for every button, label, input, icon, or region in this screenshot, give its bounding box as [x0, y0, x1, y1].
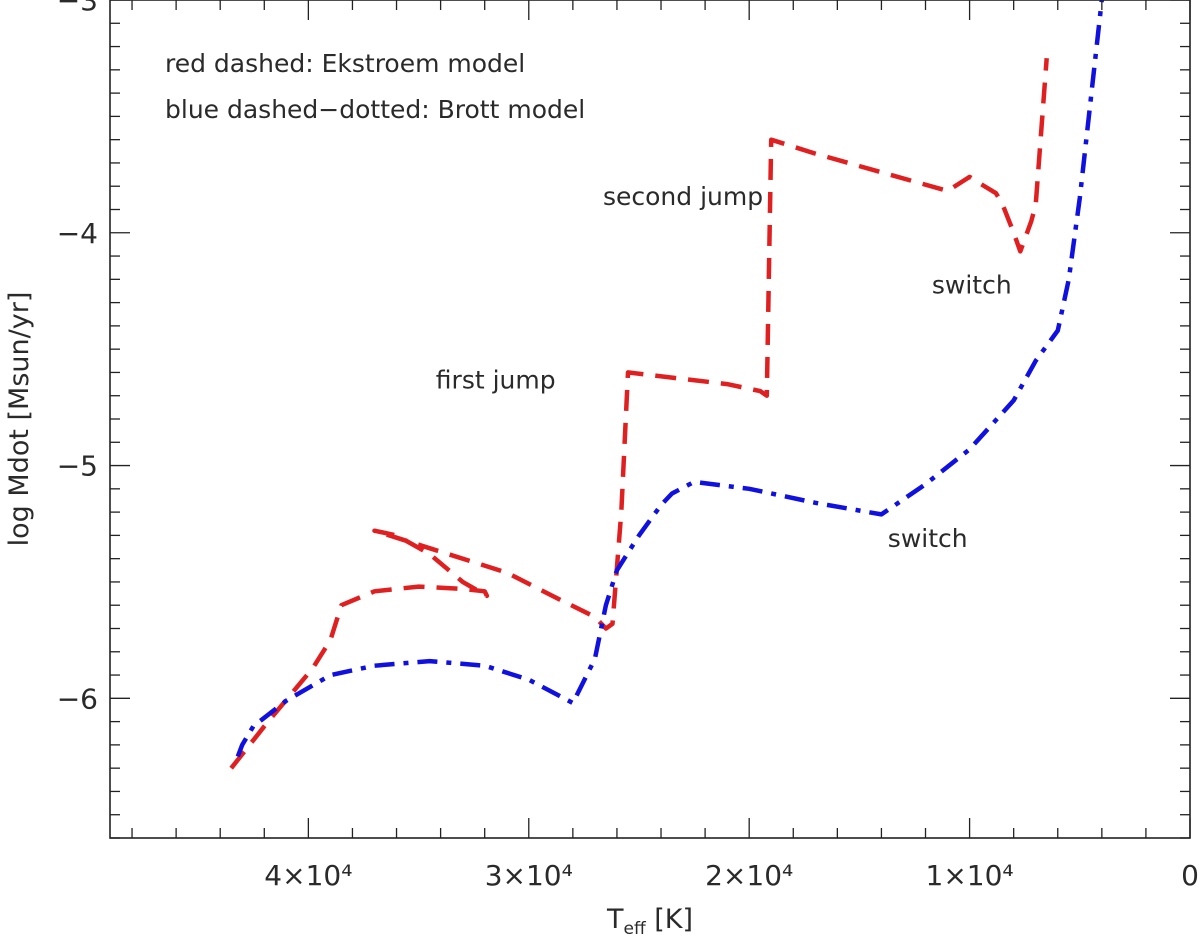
series-layer: [229, 0, 1105, 770]
annotation-label: switch: [932, 270, 1012, 299]
x-tick-label: 0: [1181, 859, 1199, 892]
y-tick-label: −5: [57, 450, 98, 483]
tick-layer: [110, 0, 1191, 839]
x-axis-label-sub: eff: [623, 919, 646, 937]
label-layer: 4×10⁴ 3×10⁴ 2×10⁴ 1×10⁴ 0 −3 −4 −5 −6 second jump…: [57, 0, 1199, 892]
legend-line-ekstroem: red dashed: Ekstroem model: [165, 49, 525, 78]
y-tick-label: −6: [57, 682, 98, 715]
x-tick-label: 4×10⁴: [264, 859, 352, 892]
x-tick-label: 2×10⁴: [705, 859, 793, 892]
annotation-label: first jump: [436, 366, 556, 395]
y-axis-label: log Mdot [Msun/yr]: [4, 292, 35, 547]
x-axis-label-main: T: [606, 904, 624, 935]
annotation-label: second jump: [603, 182, 763, 211]
x-axis-label-rest: [K]: [646, 904, 693, 935]
legend-line-brott: blue dashed−dotted: Brott model: [165, 95, 585, 124]
annotation-label: switch: [888, 524, 968, 553]
y-tick-label: −4: [57, 217, 98, 250]
y-tick-label: −3: [57, 0, 98, 17]
x-tick-label: 3×10⁴: [485, 859, 573, 892]
series-line-0: [229, 58, 1049, 770]
x-tick-label: 1×10⁴: [926, 859, 1014, 892]
x-axis-label: Teff [K]: [606, 904, 693, 937]
